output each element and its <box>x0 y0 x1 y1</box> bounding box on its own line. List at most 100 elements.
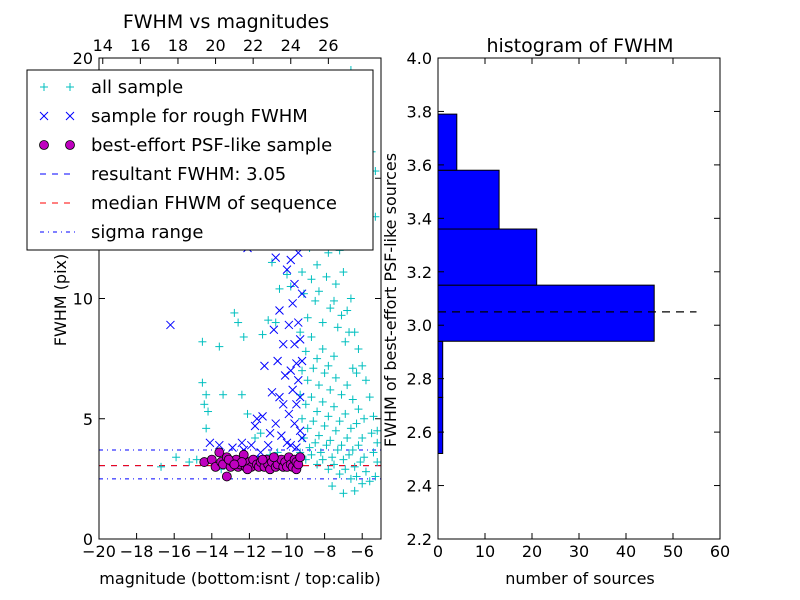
scatter-series-2 <box>199 447 306 482</box>
scatter-point <box>313 460 322 469</box>
scatter-point <box>263 440 273 450</box>
histogram-y-tick-label: 3.2 <box>407 263 432 282</box>
scatter-point <box>341 337 350 346</box>
scatter-point <box>346 424 355 433</box>
scatter-x-tick-label: −14 <box>195 542 229 561</box>
legend-label: sample for rough FWHM <box>91 106 308 127</box>
scatter-x-tick-label: −18 <box>120 542 154 561</box>
scatter-point <box>237 390 246 399</box>
scatter-x-tick-label: −10 <box>270 542 304 561</box>
scatter-top-tick-label: 26 <box>318 36 338 55</box>
histogram-bar <box>437 113 458 171</box>
scatter-point <box>361 467 370 476</box>
scatter-point <box>258 411 267 421</box>
scatter-point <box>264 316 273 325</box>
legend-entry: sigma range <box>40 222 203 243</box>
scatter-point <box>365 393 374 402</box>
scatter-point <box>293 318 303 327</box>
histogram-title: histogram of FWHM <box>486 35 673 57</box>
scatter-point <box>258 330 267 339</box>
scatter-point <box>326 436 335 445</box>
scatter-y-tick-label: 5 <box>83 410 93 429</box>
scatter-top-ticks: 14 16 18 20 22 24 26 <box>93 36 339 64</box>
scatter-point <box>271 318 280 327</box>
scatter-point <box>358 433 367 442</box>
scatter-point <box>341 465 350 474</box>
scatter-point <box>242 464 253 475</box>
histogram-y-axis-label: FWHM of best-effort PSF-like sources <box>381 153 400 447</box>
histogram-bar <box>437 169 500 230</box>
scatter-point <box>360 414 369 423</box>
scatter-point <box>198 378 207 387</box>
scatter-point <box>345 328 354 337</box>
histogram-y-tick-label: 3.8 <box>407 102 432 121</box>
histogram-y-tick-label: 2.4 <box>407 477 432 496</box>
scatter-point <box>352 472 361 481</box>
scatter-point <box>166 320 175 330</box>
scatter-point <box>333 323 342 332</box>
scatter-point <box>358 361 367 370</box>
scatter-x-ticks: −20 −18 −16 −14 −12 −10 −8 −6 <box>82 533 374 561</box>
scatter-point <box>320 369 329 378</box>
scatter-point <box>303 376 312 385</box>
scatter-point <box>369 412 378 421</box>
scatter-point <box>234 318 243 327</box>
histogram-y-tick-label: 3.4 <box>407 209 432 228</box>
scatter-point <box>290 339 299 349</box>
scatter-point <box>286 440 296 450</box>
scatter-top-tick-label: 14 <box>93 36 113 55</box>
scatter-point <box>324 465 333 474</box>
scatter-point <box>251 433 260 442</box>
scatter-point <box>271 419 281 428</box>
scatter-point <box>284 320 294 330</box>
scatter-point <box>267 387 277 397</box>
scatter-point <box>350 486 359 495</box>
scatter-point <box>214 447 225 458</box>
scatter-x-tick-label: −8 <box>313 542 337 561</box>
scatter-point <box>185 458 194 467</box>
histogram-panel: 0 10 20 30 40 50 60 2.2 2.4 2.6 2.8 3.0 3.2 3.4 3.6 3.… <box>381 35 730 588</box>
scatter-point <box>200 400 209 409</box>
scatter-point <box>356 458 365 467</box>
scatter-point <box>331 280 340 289</box>
scatter-point <box>365 477 374 486</box>
scatter-point <box>268 452 279 463</box>
scatter-point <box>371 472 380 481</box>
scatter-point <box>350 462 359 471</box>
scatter-point <box>330 352 338 361</box>
scatter-point <box>297 356 307 366</box>
scatter-point <box>198 337 207 346</box>
scatter-point <box>205 438 215 448</box>
scatter-point <box>298 414 307 423</box>
legend-label: median FHWM of sequence <box>91 193 337 214</box>
scatter-point <box>237 438 247 448</box>
scatter-point <box>339 268 348 277</box>
scatter-top-tick-label: 24 <box>281 36 301 55</box>
scatter-x-tick-label: −20 <box>82 542 116 561</box>
scatter-top-tick-label: 16 <box>130 36 150 55</box>
histogram-bar <box>437 284 655 342</box>
scatter-point <box>337 441 346 450</box>
legend-label: resultant FWHM: 3.05 <box>91 164 286 185</box>
scatter-point <box>352 369 361 378</box>
legend-entry: all sample <box>40 77 183 98</box>
scatter-point <box>297 289 307 299</box>
histogram-x-tick-label: 30 <box>569 542 589 561</box>
scatter-point <box>303 424 312 433</box>
scatter-point <box>313 407 322 416</box>
scatter-point <box>354 441 363 450</box>
scatter-top-tick-label: 20 <box>205 36 225 55</box>
histogram-bar <box>437 396 444 454</box>
legend-entries: all sample sample for rough FWHM best-effo… <box>39 77 337 243</box>
scatter-point <box>292 359 301 368</box>
scatter-point <box>337 390 346 399</box>
scatter-point <box>288 298 297 308</box>
scatter-series-0 <box>157 66 382 498</box>
scatter-point <box>352 419 361 428</box>
legend-entry: resultant FWHM: 3.05 <box>40 164 286 185</box>
scatter-point <box>324 361 333 370</box>
scatter-point <box>322 272 331 281</box>
scatter-x-tick-label: −16 <box>157 542 191 561</box>
legend-label: all sample <box>91 77 183 98</box>
legend-entry: sample for rough FWHM <box>39 106 308 127</box>
